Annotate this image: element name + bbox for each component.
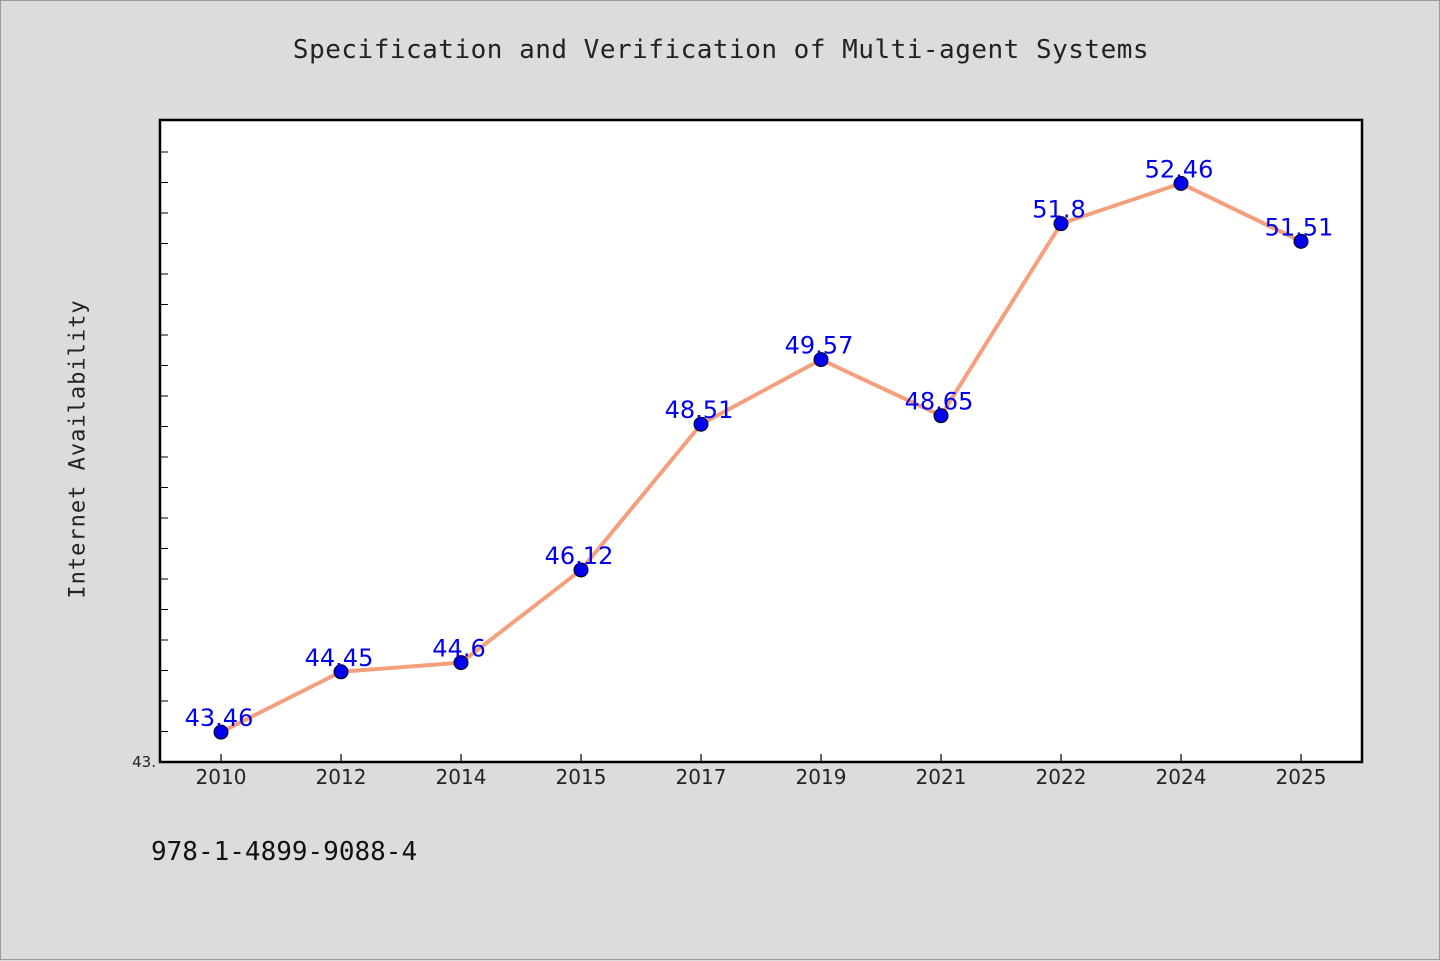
x-tick-label: 2010 (196, 765, 247, 789)
data-point (1173, 175, 1189, 191)
data-point (453, 655, 469, 671)
y-tick-label: 43. (132, 753, 156, 771)
x-tick-label: 2014 (436, 765, 487, 789)
data-point (933, 408, 949, 424)
data-point (1293, 233, 1309, 249)
data-point (693, 416, 709, 432)
data-label: 51.8 (1032, 196, 1085, 224)
data-label: 51.51 (1265, 213, 1334, 241)
series-layer: 43.46 44.45 44.6 46.12 48.51 49.57 48.65 51.8 52… (185, 155, 1334, 740)
data-point (1053, 216, 1069, 232)
x-tick-label: 2022 (1036, 765, 1087, 789)
data-label: 52.46 (1145, 155, 1214, 183)
x-axis-ticks: 2010 2012 2014 2015 2017 2019 2021 2022 2024 2025 (196, 754, 1327, 789)
data-label: 48.65 (905, 388, 974, 416)
y-axis-ticks: 43. (132, 151, 168, 771)
data-point (573, 562, 589, 578)
data-label: 43.46 (185, 704, 254, 732)
plot-background (158, 118, 1364, 764)
x-tick-label: 2025 (1276, 765, 1327, 789)
series-line (220, 181, 1302, 734)
x-tick-label: 2021 (916, 765, 967, 789)
data-point (333, 664, 349, 680)
x-tick-label: 2024 (1156, 765, 1207, 789)
chart-title: Specification and Verification of Multi-… (292, 35, 1150, 65)
x-tick-label: 2019 (796, 765, 847, 789)
data-label: 44.45 (305, 644, 374, 672)
data-label: 44.6 (432, 635, 485, 663)
data-point (813, 352, 829, 368)
x-tick-label: 2017 (676, 765, 727, 789)
data-label: 49.57 (785, 332, 854, 360)
isbn-text: 978-1-4899-9088-4 (151, 837, 418, 867)
x-tick-label: 2012 (316, 765, 367, 789)
data-label: 48.51 (665, 396, 734, 424)
data-label: 46.12 (545, 542, 614, 570)
data-point (213, 724, 229, 740)
x-tick-label: 2015 (556, 765, 607, 789)
